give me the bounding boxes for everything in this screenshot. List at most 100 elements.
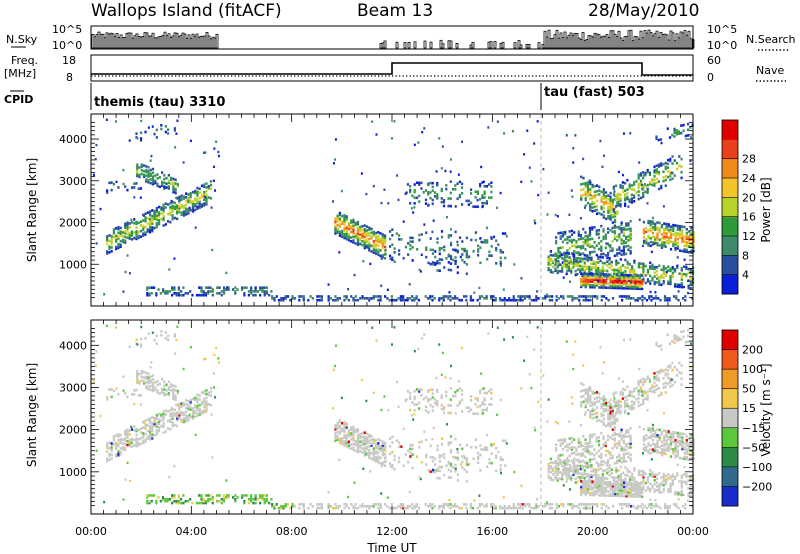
power-cell: [140, 168, 143, 172]
power-cell: [225, 271, 228, 275]
velocity-cell: [106, 457, 109, 461]
power-cell: [570, 189, 573, 192]
velocity-cell: [176, 415, 179, 418]
power-cell: [162, 207, 165, 210]
power-cell: [624, 189, 627, 193]
velocity-cell: [602, 417, 605, 421]
velocity-cell: [157, 429, 161, 433]
velocity-cell: [400, 445, 403, 448]
power-cell: [642, 220, 646, 224]
power-cell: [580, 295, 583, 298]
velocity-cell: [549, 467, 552, 470]
power-cell: [639, 181, 643, 185]
power-cell: [211, 290, 214, 293]
velocity-cell: [343, 442, 346, 445]
power-cell: [682, 285, 685, 289]
power-cell: [336, 216, 339, 219]
velocity-cell: [660, 483, 663, 487]
power-cell: [356, 234, 360, 237]
power-cell: [115, 238, 118, 241]
power-cell: [611, 226, 614, 230]
power-cell: [630, 193, 633, 197]
power-cell: [447, 261, 450, 264]
power-cell: [673, 268, 677, 271]
velocity-cell: [583, 472, 586, 476]
velocity-cell: [492, 442, 496, 446]
power-cell: [374, 231, 378, 235]
power-cell: [160, 127, 163, 131]
power-cell: [508, 297, 511, 300]
power-cell: [566, 249, 569, 252]
velocity-cell: [171, 413, 174, 417]
power-cell: [187, 193, 190, 196]
velocity-cell: [621, 391, 624, 395]
velocity-cell: [165, 389, 168, 392]
power-cell: [612, 208, 615, 211]
velocity-cell: [654, 433, 657, 437]
power-cell: [142, 224, 145, 228]
power-cell: [625, 277, 628, 281]
velocity-cell: [564, 462, 567, 466]
velocity-cell: [140, 379, 143, 382]
power-cell: [519, 298, 522, 302]
velocity-cell: [690, 439, 693, 443]
power-cell: [418, 233, 421, 237]
velocity-cell: [570, 478, 573, 482]
power-cell: [338, 211, 342, 215]
power-cell: [638, 278, 642, 281]
power-cell: [205, 199, 208, 202]
velocity-cell: [665, 441, 668, 444]
velocity-cell: [460, 398, 464, 402]
power-cell: [599, 270, 602, 274]
power-cell: [445, 215, 448, 219]
power-cell: [618, 275, 621, 279]
velocity-cell: [633, 395, 636, 399]
velocity-cell: [589, 413, 592, 417]
power-cell: [576, 264, 580, 268]
velocity-cell: [645, 434, 648, 437]
power-cell: [341, 214, 344, 218]
velocity-cell: [558, 458, 562, 462]
power-cell: [599, 139, 602, 143]
power-cell: [162, 216, 165, 220]
velocity-cell: [119, 437, 122, 441]
velocity-cell: [627, 429, 630, 432]
power-cell: [477, 253, 480, 257]
power-cell: [154, 174, 157, 177]
velocity-cell: [187, 399, 190, 403]
power-cell: [669, 269, 672, 273]
velocity-cell: [588, 445, 592, 448]
velocity-cell: [673, 380, 676, 384]
velocity-cell: [557, 456, 560, 459]
velocity-cell: [609, 408, 612, 411]
velocity-cell: [582, 453, 585, 457]
velocity-cell: [646, 485, 650, 489]
power-cell: [363, 244, 366, 248]
velocity-cell: [628, 470, 631, 474]
velocity-cell: [586, 449, 589, 453]
power-cell: [580, 278, 583, 281]
power-cell: [411, 240, 414, 243]
power-cell: [642, 232, 646, 235]
velocity-cell: [586, 408, 590, 412]
power-cell: [653, 182, 656, 186]
power-cell: [584, 276, 587, 279]
power-cell: [574, 269, 577, 273]
power-cell: [602, 286, 605, 289]
velocity-cell: [359, 440, 362, 444]
power-cell: [176, 208, 179, 211]
velocity-cell: [662, 480, 665, 483]
power-cell: [678, 234, 682, 237]
power-cell: [665, 228, 668, 231]
velocity-cell: [594, 474, 598, 477]
power-cell: [642, 171, 645, 174]
power-cell: [675, 132, 678, 136]
power-cell: [203, 198, 206, 202]
velocity-cell: [649, 482, 652, 485]
velocity-cell: [490, 461, 493, 465]
power-cell: [646, 272, 650, 276]
velocity-cell: [624, 477, 627, 481]
velocity-cell: [674, 454, 677, 457]
power-cell: [598, 274, 601, 278]
power-cell: [638, 276, 642, 279]
